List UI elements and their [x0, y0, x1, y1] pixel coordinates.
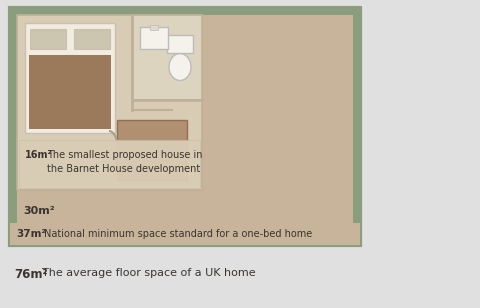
Bar — [25, 23, 115, 133]
Bar — [132, 15, 202, 100]
Text: 37m²: 37m² — [16, 229, 46, 239]
Text: the Barnet House development: the Barnet House development — [47, 164, 200, 174]
Ellipse shape — [169, 54, 191, 80]
Text: 76m²: 76m² — [14, 268, 48, 281]
Bar — [17, 15, 202, 190]
Text: 16m²: 16m² — [25, 150, 53, 160]
Bar — [10, 8, 360, 245]
Bar — [74, 29, 110, 49]
Bar — [17, 15, 353, 238]
Bar — [140, 27, 168, 49]
Bar — [30, 29, 66, 49]
Bar — [29, 55, 111, 129]
Text: National minimum space standard for a one-bed home: National minimum space standard for a on… — [44, 229, 312, 239]
Bar — [167, 35, 193, 53]
Bar — [19, 140, 200, 188]
Bar — [10, 223, 360, 245]
Bar — [150, 25, 158, 30]
Text: The smallest proposed house in: The smallest proposed house in — [47, 150, 203, 160]
Text: The average floor space of a UK home: The average floor space of a UK home — [42, 268, 256, 278]
Bar — [117, 120, 187, 180]
Text: 30m²: 30m² — [23, 206, 55, 216]
